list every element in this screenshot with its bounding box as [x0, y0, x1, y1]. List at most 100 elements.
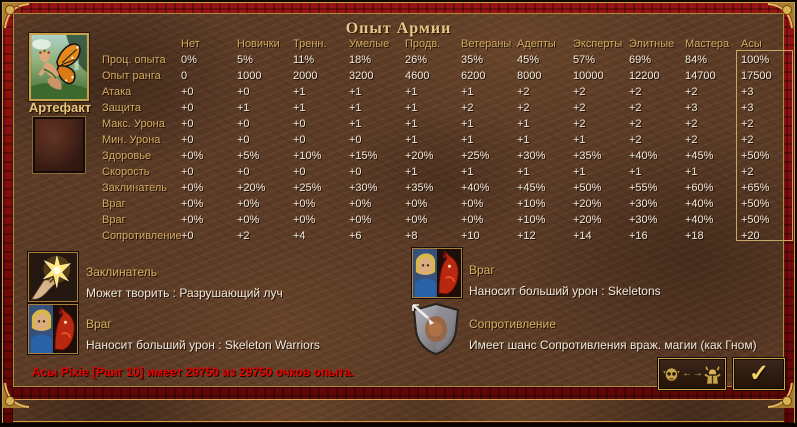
table-cell: 0%	[181, 54, 197, 66]
table-cell: +0	[181, 118, 194, 130]
table-cell: +25%	[461, 150, 490, 162]
table-row: Враг +0% +0% +0% +0% +0% +0% +10% +20% +30% +40% +5…	[102, 212, 793, 228]
table-cell: +1	[349, 118, 362, 130]
table-cell: +2	[461, 102, 474, 114]
table-cell: +1	[517, 118, 530, 130]
table-cell: +1	[685, 166, 698, 178]
table-cell: +0%	[181, 182, 204, 194]
table-cell: +1	[293, 86, 306, 98]
table-cell: +2	[573, 102, 586, 114]
table-cell: 18%	[349, 54, 372, 66]
table-cell: +10%	[517, 214, 546, 226]
table-cell: +0%	[181, 198, 204, 210]
table-row: Атака +0 +0 +1 +1 +1 +1 +2 +2 +2 +2 +3	[102, 84, 793, 100]
table-row: Здоровье +0% +5% +10% +15% +20% +25% +30% +35% +4…	[102, 148, 793, 164]
ability-name: Заклинатель	[86, 265, 157, 279]
switch-creature-button[interactable]: ← →	[658, 358, 726, 390]
table-cell: +0	[237, 134, 250, 146]
table-cell: +2	[629, 86, 642, 98]
table-cell: +1	[405, 86, 418, 98]
spellcaster-hand-icon	[27, 251, 79, 303]
checkmark-icon: ✓	[748, 360, 770, 387]
ability-name: Враг	[86, 317, 112, 331]
table-cell: +0	[237, 86, 250, 98]
table-cell: +40%	[629, 150, 658, 162]
table-cell: +65%	[741, 182, 770, 194]
table-cell: 84%	[685, 54, 708, 66]
table-row: Мин. Урона +0 +0 +0 +0 +1 +1 +1 +1 +2 +2 +2	[102, 132, 793, 148]
table-cell: +0%	[181, 150, 204, 162]
table-cell: +0	[181, 102, 194, 114]
table-row: Скорость +0 +0 +0 +0 +1 +1 +1 +1 +1 +1 +2	[102, 164, 793, 180]
table-cell: +2	[629, 118, 642, 130]
row-label: Враг	[102, 198, 126, 210]
table-cell: +1	[629, 166, 642, 178]
table-cell: +4	[293, 230, 306, 242]
table-cell: +0	[181, 166, 194, 178]
table-cell: +0%	[181, 214, 204, 226]
table-cell: +0%	[293, 214, 316, 226]
row-label: Заклинатель	[102, 182, 168, 194]
ability-description: Может творить : Разрушающий луч	[86, 286, 283, 300]
table-cell: +1	[405, 134, 418, 146]
table-cell: +40%	[685, 198, 714, 210]
table-cell: +1	[517, 166, 530, 178]
table-cell: +1	[349, 102, 362, 114]
column-header: Элитные	[629, 38, 675, 50]
table-cell: +2	[629, 102, 642, 114]
ok-button[interactable]: ✓	[733, 358, 785, 390]
table-cell: 3200	[349, 70, 374, 82]
pixie-image-icon	[31, 35, 87, 99]
table-cell: +0	[181, 134, 194, 146]
table-cell: +2	[741, 166, 754, 178]
status-text: Асы Pixie [Ранг 10] имеет 29750 из 29750…	[32, 365, 355, 379]
table-cell: +0	[181, 230, 194, 242]
table-cell: +1	[349, 86, 362, 98]
table-cell: +2	[517, 86, 530, 98]
table-cell: +0	[181, 86, 194, 98]
creature-portrait[interactable]	[28, 32, 90, 102]
table-cell: +45%	[517, 182, 546, 194]
row-label: Мин. Урона	[102, 134, 161, 146]
table-cell: +0%	[405, 214, 428, 226]
table-cell: +1	[461, 166, 474, 178]
table-cell: +0	[349, 134, 362, 146]
ability-description: Наносит больший урон : Skeletons	[469, 284, 661, 298]
table-cell: +0%	[461, 214, 484, 226]
table-cell: +1	[405, 102, 418, 114]
table-cell: +50%	[573, 182, 602, 194]
swap-arrows-icon: ← →	[682, 368, 703, 379]
table-cell: +14	[573, 230, 592, 242]
column-header: Адепты	[517, 38, 556, 50]
artifact-slot[interactable]	[32, 116, 86, 174]
row-label: Здоровье	[102, 150, 152, 162]
table-cell: 100%	[741, 54, 770, 66]
table-cell: +18	[685, 230, 704, 242]
column-header: Новички	[237, 38, 280, 50]
table-cell: 12200	[629, 70, 660, 82]
table-row: Проц. опыта 0% 5% 11% 18% 26% 35% 45% 57% 69% 84% 1…	[102, 52, 793, 68]
experience-table: Нет Новички Тренн. Умелые Продв. Ветераны Адеп…	[102, 37, 793, 244]
table-cell: 69%	[629, 54, 652, 66]
row-label: Проц. опыта	[102, 54, 166, 66]
table-cell: 6200	[461, 70, 486, 82]
column-header: Продв.	[405, 38, 441, 50]
table-cell: +0%	[405, 198, 428, 210]
table-cell: +50%	[741, 198, 770, 210]
ability-description: Наносит больший урон : Skeleton Warriors	[86, 338, 320, 352]
table-row: Макс. Урона +0 +0 +0 +1 +1 +1 +1 +2 +2 +2 +2	[102, 116, 793, 132]
table-cell: +5%	[237, 150, 260, 162]
table-cell: +1	[573, 134, 586, 146]
row-label: Скорость	[102, 166, 150, 178]
table-cell: +2	[573, 86, 586, 98]
table-cell: +50%	[741, 150, 770, 162]
table-cell: +0	[293, 118, 306, 130]
table-cell: 2000	[293, 70, 318, 82]
table-cell: 26%	[405, 54, 428, 66]
column-header: Ветераны	[461, 38, 512, 50]
corner-ornament-icon	[767, 3, 794, 30]
table-cell: +3	[741, 86, 754, 98]
table-cell: +20%	[237, 182, 266, 194]
table-cell: +10%	[517, 198, 546, 210]
